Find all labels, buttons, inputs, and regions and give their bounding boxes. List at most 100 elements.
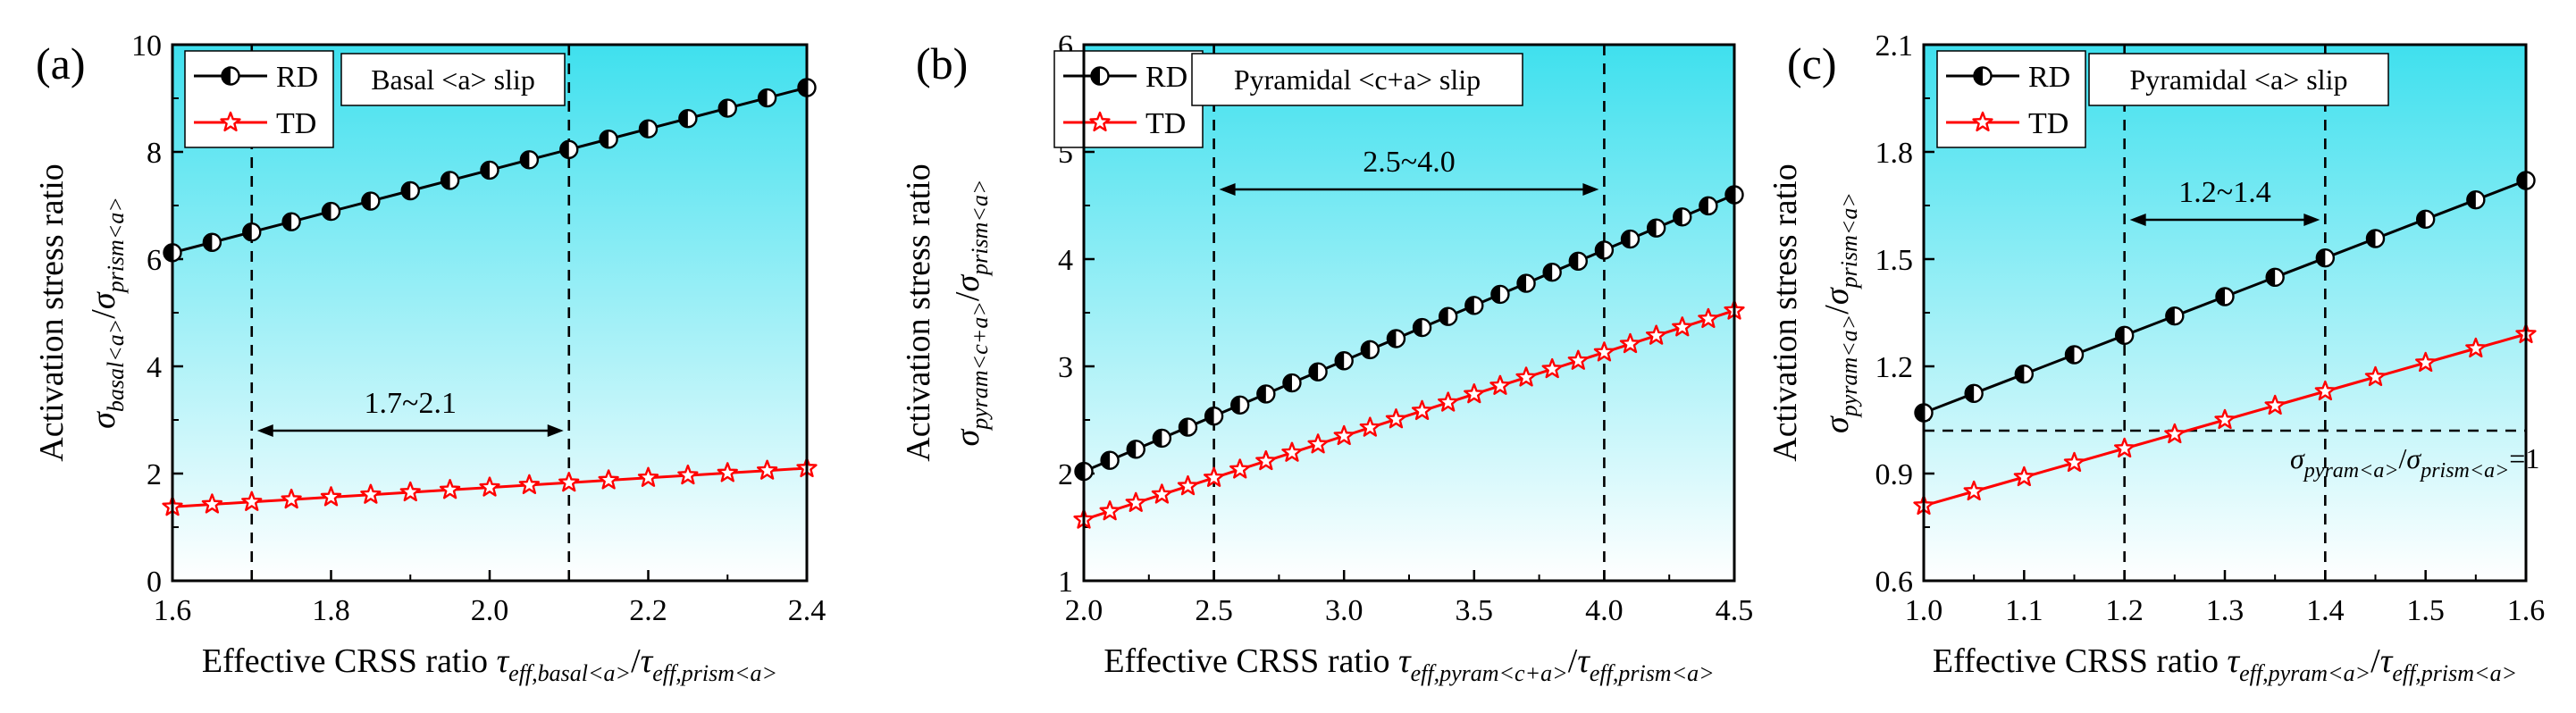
data-point-rd bbox=[1516, 273, 1536, 293]
data-point-rd bbox=[1594, 240, 1615, 260]
data-point-td bbox=[1333, 424, 1355, 446]
data-point-rd bbox=[2064, 345, 2085, 365]
data-point-td bbox=[1438, 391, 1459, 412]
panel-label: (b) bbox=[916, 38, 968, 88]
y-axis-label: Activation stress ratio bbox=[1766, 164, 1804, 461]
y-tick-label: 6 bbox=[147, 244, 162, 277]
data-point-rd bbox=[519, 150, 540, 170]
data-point-rd bbox=[1308, 362, 1328, 382]
x-tick-label: 1.5 bbox=[2406, 594, 2445, 627]
x-tick-label: 1.6 bbox=[154, 594, 192, 627]
data-point-td bbox=[1203, 466, 1225, 487]
data-point-rd bbox=[1646, 218, 1666, 238]
data-point-rd bbox=[202, 232, 222, 252]
slip-label: Basal <a> slip bbox=[371, 63, 535, 96]
legend-td-marker bbox=[1972, 111, 1993, 132]
range-label: 1.2~1.4 bbox=[2178, 176, 2270, 209]
x-tick-label: 1.3 bbox=[2206, 594, 2245, 627]
y-tick-label: 1 bbox=[1058, 566, 1073, 599]
data-point-td bbox=[1464, 383, 1485, 404]
slip-label: Pyramidal <c+a> slip bbox=[1234, 63, 1481, 96]
x-tick-label: 1.6 bbox=[2507, 594, 2546, 627]
arrow-left-icon bbox=[256, 424, 273, 437]
data-point-td bbox=[756, 459, 778, 480]
data-point-rd bbox=[1964, 383, 1984, 404]
x-axis-label: Effective CRSS ratio τeff,basal<a>/τeff,… bbox=[202, 642, 777, 686]
x-tick-label: 2.2 bbox=[629, 594, 667, 627]
data-point-td bbox=[479, 476, 500, 497]
y-tick-label: 1.8 bbox=[1875, 137, 1914, 170]
legend-td-marker bbox=[1089, 111, 1111, 132]
slip-label-box: Pyramidal <c+a> slip bbox=[1191, 53, 1523, 106]
panels: (a) 1.6 1.8 2.0 2.2 2.4 0 2 4 6 8 10 1.7~2.1 RD TD Basa… bbox=[33, 29, 2545, 686]
data-point-td bbox=[1255, 449, 1277, 471]
range-arrow bbox=[2129, 214, 2320, 226]
data-point-td bbox=[2314, 380, 2336, 401]
data-point-td bbox=[558, 472, 580, 492]
x-tick-label: 2.4 bbox=[788, 594, 827, 627]
data-point-td bbox=[1672, 316, 1693, 337]
data-point-rd bbox=[717, 98, 737, 118]
data-point-td bbox=[1151, 483, 1173, 504]
y-tick-label: 4 bbox=[147, 351, 162, 384]
panel-label: (a) bbox=[36, 38, 86, 88]
y-tick-label: 10 bbox=[131, 29, 162, 63]
range-arrow bbox=[1219, 183, 1599, 196]
range-arrow bbox=[256, 424, 564, 437]
data-point-rd bbox=[678, 108, 698, 129]
data-point-rd bbox=[2165, 306, 2185, 326]
x-tick-label: 1.0 bbox=[1905, 594, 1943, 627]
data-point-td bbox=[1515, 366, 1537, 387]
data-point-td bbox=[1229, 458, 1251, 479]
data-point-rd bbox=[1178, 417, 1198, 437]
legend: RD TD bbox=[1936, 50, 2086, 148]
data-point-td bbox=[1963, 480, 1984, 501]
data-point-rd bbox=[2415, 209, 2436, 230]
data-point-td bbox=[1307, 433, 1329, 454]
data-point-td bbox=[2264, 394, 2286, 415]
data-point-rd bbox=[1204, 406, 1224, 426]
data-point-rd bbox=[361, 191, 381, 211]
y-tick-label: 2 bbox=[1058, 458, 1073, 491]
axis-frame bbox=[1082, 43, 1736, 583]
x-tick-label: 4.0 bbox=[1585, 594, 1624, 627]
y-tick-label: 0.9 bbox=[1875, 458, 1914, 491]
data-point-td bbox=[2164, 423, 2186, 444]
axis-frame bbox=[171, 43, 809, 583]
data-point-rd bbox=[1334, 351, 1354, 371]
series-rd bbox=[1074, 185, 1744, 482]
x-tick-label: 2.0 bbox=[1065, 594, 1103, 627]
arrow-right-icon bbox=[1582, 183, 1599, 196]
data-point-td bbox=[1281, 441, 1303, 462]
x-tick-label: 3.0 bbox=[1325, 594, 1364, 627]
x-tick-label: 1.2 bbox=[2105, 594, 2144, 627]
x-tick-label: 3.5 bbox=[1456, 594, 1494, 627]
data-point-td bbox=[1698, 307, 1719, 329]
data-point-td bbox=[1567, 349, 1589, 370]
legend-td-label: TD bbox=[2028, 107, 2068, 140]
data-point-td bbox=[1619, 332, 1641, 354]
y-tick-label: 2.1 bbox=[1875, 29, 1914, 63]
x-tick-label: 1.4 bbox=[2306, 594, 2345, 627]
data-point-td bbox=[677, 464, 699, 485]
x-tick-label: 4.5 bbox=[1716, 594, 1754, 627]
data-point-rd bbox=[1256, 384, 1276, 404]
data-point-rd bbox=[480, 160, 499, 180]
data-point-td bbox=[717, 462, 738, 482]
arrow-left-icon bbox=[2129, 214, 2146, 226]
data-point-td bbox=[2114, 437, 2135, 458]
arrow-right-icon bbox=[547, 424, 564, 437]
series-rd bbox=[163, 78, 817, 263]
axis-frame bbox=[1922, 43, 2528, 583]
slip-label-box: Pyramidal <a> slip bbox=[2088, 53, 2389, 106]
data-point-rd bbox=[2265, 267, 2285, 288]
data-point-rd bbox=[1438, 306, 1458, 326]
y-axis-ratio-label: σpyram<c+a>/σprism<a> bbox=[949, 180, 993, 447]
data-point-rd bbox=[1386, 329, 1406, 348]
data-point-rd bbox=[1100, 450, 1120, 470]
legend-rd-label: RD bbox=[2028, 61, 2070, 94]
range-label: 2.5~4.0 bbox=[1363, 146, 1455, 179]
legend: RD TD bbox=[1053, 50, 1204, 148]
data-point-rd bbox=[2315, 247, 2336, 268]
